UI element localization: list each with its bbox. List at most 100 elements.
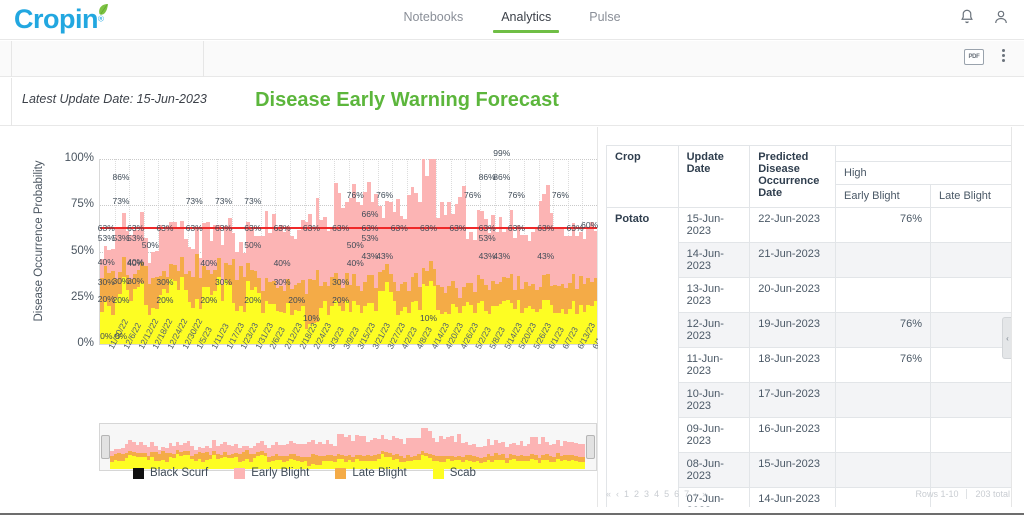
chart-bar[interactable] (440, 159, 444, 344)
chart-bar[interactable] (487, 159, 492, 344)
chart-bar[interactable] (348, 159, 353, 344)
chart-bar[interactable] (557, 159, 561, 344)
chart-bar[interactable] (220, 159, 225, 344)
chart-bar[interactable] (110, 159, 115, 344)
chart-bar[interactable] (264, 159, 269, 344)
chart-bar[interactable] (312, 159, 316, 344)
pagination-page-«[interactable]: « (606, 489, 612, 499)
legend-item-scab[interactable]: Scab (432, 467, 476, 479)
chart-bar[interactable] (586, 159, 590, 344)
chart-bar[interactable] (213, 159, 217, 344)
chart-bar[interactable] (323, 159, 327, 344)
table-row[interactable]: 14-Jun-2023 21-Jun-2023 (607, 242, 1012, 278)
chart-bar[interactable] (282, 159, 287, 344)
nav-item-notebooks[interactable]: Notebooks (403, 10, 464, 24)
chart-bar[interactable] (531, 159, 536, 344)
chart-bar[interactable] (593, 159, 597, 344)
chart-bar[interactable] (407, 159, 411, 344)
chart-bar[interactable] (388, 159, 393, 344)
chart-bar[interactable] (129, 159, 133, 344)
chart-bar[interactable] (271, 159, 276, 344)
chart-bar[interactable] (447, 159, 451, 344)
chart-bar[interactable] (520, 159, 525, 344)
chart-bar[interactable] (374, 159, 378, 344)
cropin-logo[interactable]: Cropin® (14, 2, 134, 36)
chart-bar[interactable] (293, 159, 298, 344)
chart-bar[interactable] (304, 159, 309, 344)
chart-bar[interactable] (476, 159, 481, 344)
chart-bar[interactable] (399, 159, 404, 344)
chart-bar[interactable] (319, 159, 324, 344)
chart-bar[interactable] (121, 159, 126, 344)
chart-bar[interactable] (578, 159, 583, 344)
chart-bar[interactable] (162, 159, 166, 344)
chart-bar[interactable] (118, 159, 122, 344)
chart-bar[interactable] (363, 159, 367, 344)
chart-bar[interactable] (224, 159, 228, 344)
chart-bar[interactable] (524, 159, 528, 344)
chart-bar[interactable] (505, 159, 510, 344)
chart-bar[interactable] (268, 159, 272, 344)
pagination-page-‹[interactable]: ‹ (616, 489, 620, 499)
chart-bar[interactable] (385, 159, 389, 344)
chart-bar[interactable] (290, 159, 294, 344)
chart-bar[interactable] (538, 159, 543, 344)
chart-bar[interactable] (410, 159, 415, 344)
pagination-page-›[interactable]: › (694, 489, 698, 499)
chart-bar[interactable] (227, 159, 232, 344)
table-row[interactable]: 08-Jun-2023 15-Jun-2023 (607, 452, 1012, 488)
range-handle-left[interactable] (101, 435, 110, 459)
legend-item-late-blight[interactable]: Late Blight (335, 467, 407, 479)
chart-bar[interactable] (151, 159, 155, 344)
th-predicted-date[interactable]: Predicted Disease Occurrence Date (749, 145, 837, 208)
chart-bar[interactable] (494, 159, 499, 344)
chart-bar[interactable] (341, 159, 345, 344)
pagination-page-5[interactable]: 5 (664, 489, 670, 499)
table-row[interactable]: 11-Jun-2023 18-Jun-2023 76% (607, 347, 1012, 383)
chart-bar[interactable] (359, 159, 364, 344)
chart-bar[interactable] (571, 159, 576, 344)
chart-bar[interactable] (575, 159, 579, 344)
chart-bar[interactable] (103, 159, 108, 344)
chart-bar[interactable] (443, 159, 448, 344)
pagination-page-1[interactable]: 1 (624, 489, 630, 499)
legend-item-early-blight[interactable]: Early Blight (234, 467, 309, 479)
chart-bar[interactable] (509, 159, 514, 344)
chart-bar[interactable] (392, 159, 397, 344)
range-selector[interactable] (99, 423, 597, 471)
chart-bar[interactable] (132, 159, 137, 344)
chart-bar[interactable] (154, 159, 159, 344)
chart-bar[interactable] (451, 159, 455, 344)
nav-item-analytics[interactable]: Analytics (493, 7, 560, 33)
chart-bar[interactable] (553, 159, 558, 344)
chart-bar[interactable] (542, 159, 547, 344)
th-late-blight[interactable]: Late Blight (930, 184, 1012, 208)
chart-bar[interactable] (502, 159, 506, 344)
th-update-date[interactable]: Update Date (677, 145, 751, 208)
chart-bar[interactable] (344, 159, 349, 344)
chart-bar[interactable] (403, 159, 408, 344)
chart-bar[interactable] (125, 159, 130, 344)
export-pdf-button[interactable]: PDF (964, 49, 984, 65)
chart-bar[interactable] (454, 159, 459, 344)
user-icon[interactable] (992, 8, 1010, 26)
chart-bar[interactable] (308, 159, 313, 344)
nav-item-pulse[interactable]: Pulse (589, 10, 621, 24)
chart-bar[interactable] (136, 159, 141, 344)
chart-bar[interactable] (560, 159, 565, 344)
chart-bar[interactable] (315, 159, 320, 344)
chart-bar[interactable] (465, 159, 470, 344)
chart-bar[interactable] (301, 159, 305, 344)
chart-bar[interactable] (498, 159, 503, 344)
table-row[interactable]: Potato 15-Jun-2023 22-Jun-2023 76% (606, 207, 1012, 507)
chart-bar[interactable] (176, 159, 181, 344)
chart-bar[interactable] (582, 159, 587, 344)
chart-bar[interactable] (100, 159, 104, 344)
chart-bar[interactable] (513, 159, 517, 344)
chart-bar[interactable] (231, 159, 236, 344)
th-early-blight[interactable]: Early Blight (835, 184, 931, 208)
chart-bar[interactable] (206, 159, 210, 344)
chart-bar[interactable] (173, 159, 177, 344)
chart-bar[interactable] (337, 159, 342, 344)
chart-bar[interactable] (202, 159, 207, 344)
